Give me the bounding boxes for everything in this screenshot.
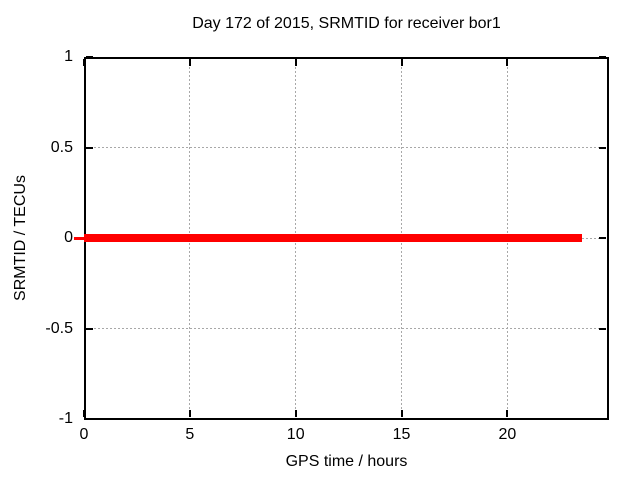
x-tick-top [506,59,509,66]
y-tick-right [599,56,606,58]
y-tick-left [86,56,93,58]
x-tick-label: 0 [79,426,89,443]
y-tick-right [599,237,606,239]
x-tick-top [294,59,297,66]
y-tick-label: 0.5 [50,138,73,156]
x-tick-bottom [294,410,297,417]
chart-title: Day 172 of 2015, SRMTID for receiver bor… [192,15,501,32]
series-line [84,234,582,242]
y-tick-left [86,146,93,149]
y-tick-right [599,146,606,149]
y-tick-left [86,418,93,420]
x-tick-top [400,59,403,66]
x-tick-label: 10 [286,426,305,443]
x-tick-label: 5 [185,426,195,443]
y-tick-left [86,327,93,330]
y-tick-label: 1 [64,48,73,65]
y-gridline [86,328,606,329]
x-tick-bottom [506,410,509,417]
x-tick-top [83,59,85,66]
x-tick-bottom [83,410,85,417]
y-tick-label: 0 [64,229,73,246]
x-tick-top [188,59,191,66]
y-gridline [86,147,606,148]
x-tick-label: 15 [392,426,411,443]
y-tick-label: -0.5 [45,319,73,337]
series-start-cap [74,236,84,240]
x-tick-bottom [188,410,191,417]
y-tick-right [599,418,606,420]
x-tick-bottom [400,410,403,417]
x-axis-label: GPS time / hours [285,453,408,470]
y-tick-right [599,327,606,330]
x-tick-label: 20 [498,426,517,443]
y-tick-label: -1 [58,410,73,427]
